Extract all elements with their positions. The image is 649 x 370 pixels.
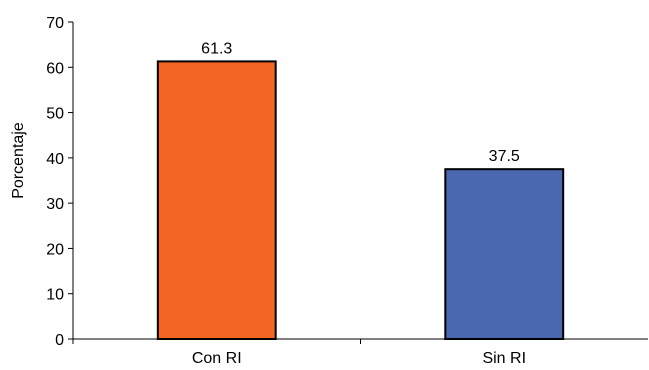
y-tick-label: 20 — [46, 241, 64, 258]
data-label: 61.3 — [201, 40, 232, 57]
y-tick-label: 0 — [55, 332, 64, 349]
y-tick-label: 30 — [46, 196, 64, 213]
bars: 61.3 37.5 — [156, 40, 565, 341]
y-tick-label: 70 — [46, 15, 64, 32]
bar-con-ri — [156, 60, 277, 341]
x-axis: Con RI Sin RI — [72, 339, 526, 367]
y-tick-label: 50 — [46, 106, 64, 123]
y-axis-ticks: 0 10 20 30 40 50 60 70 — [46, 15, 73, 349]
y-axis-title: Porcentaje — [10, 122, 27, 199]
data-label: 37.5 — [489, 148, 520, 165]
x-tick-label: Con RI — [192, 350, 242, 367]
y-tick-label: 10 — [46, 287, 64, 304]
x-tick-label: Sin RI — [482, 350, 526, 367]
y-tick-label: 40 — [46, 151, 64, 168]
y-tick-label: 60 — [46, 60, 64, 77]
bar-sin-ri — [444, 168, 565, 340]
